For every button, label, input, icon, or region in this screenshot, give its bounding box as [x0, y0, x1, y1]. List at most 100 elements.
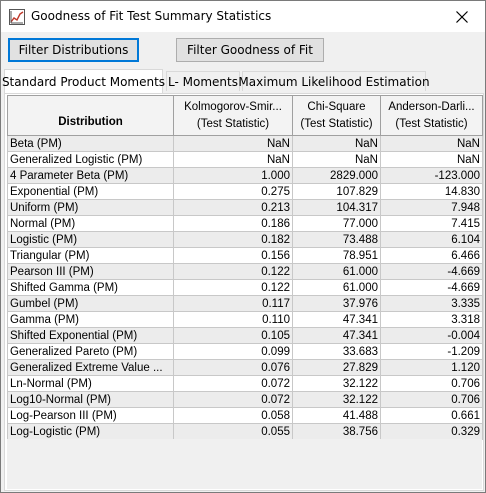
statistic-cell[interactable]: 41.488: [292, 407, 381, 424]
statistic-cell[interactable]: 2829.000: [292, 167, 381, 184]
table-row[interactable]: Gamma (PM) 0.110 47.341 3.318: [7, 311, 483, 328]
statistic-cell[interactable]: 0.058: [173, 407, 293, 424]
statistic-cell[interactable]: 3.335: [380, 295, 483, 312]
statistic-cell[interactable]: 47.341: [292, 311, 381, 328]
distribution-name-cell[interactable]: Log10-Normal (PM): [7, 391, 174, 408]
distribution-name-cell[interactable]: Generalized Pareto (PM): [7, 343, 174, 360]
distribution-name-cell[interactable]: Pearson III (PM): [7, 263, 174, 280]
statistic-cell[interactable]: 14.830: [380, 183, 483, 200]
statistic-cell[interactable]: 0.076: [173, 359, 293, 376]
table-row[interactable]: Generalized Logistic (PM) NaN NaN NaN: [7, 151, 483, 168]
tab-l-moments[interactable]: L- Moments: [166, 71, 240, 91]
distribution-name-cell[interactable]: Gumbel (PM): [7, 295, 174, 312]
statistic-cell[interactable]: 0.055: [173, 423, 293, 440]
table-row[interactable]: Generalized Extreme Value ... 0.076 27.829…: [7, 359, 483, 376]
statistic-cell[interactable]: -1.209: [380, 343, 483, 360]
column-header-anderson-darling[interactable]: Anderson-Darli... (Test Statistic): [380, 95, 483, 136]
table-row[interactable]: Uniform (PM) 0.213 104.317 7.948: [7, 199, 483, 216]
table-row[interactable]: Log-Logistic (PM) 0.055 38.756 0.329: [7, 423, 483, 440]
distribution-name-cell[interactable]: Gamma (PM): [7, 311, 174, 328]
statistic-cell[interactable]: 6.466: [380, 247, 483, 264]
statistic-cell[interactable]: -123.000: [380, 167, 483, 184]
distribution-name-cell[interactable]: Generalized Extreme Value ...: [7, 359, 174, 376]
column-header-distribution[interactable]: Distribution: [7, 95, 174, 136]
distribution-name-cell[interactable]: 4 Parameter Beta (PM): [7, 167, 174, 184]
distribution-name-cell[interactable]: Log-Logistic (PM): [7, 423, 174, 440]
distribution-name-cell[interactable]: Log-Pearson III (PM): [7, 407, 174, 424]
statistic-cell[interactable]: 0.661: [380, 407, 483, 424]
statistic-cell[interactable]: 32.122: [292, 375, 381, 392]
table-row[interactable]: Ln-Normal (PM) 0.072 32.122 0.706: [7, 375, 483, 392]
statistic-cell[interactable]: 78.951: [292, 247, 381, 264]
table-row[interactable]: Exponential (PM) 0.275 107.829 14.830: [7, 183, 483, 200]
close-button[interactable]: [439, 1, 485, 32]
table-row[interactable]: Shifted Gamma (PM) 0.122 61.000 -4.669: [7, 279, 483, 296]
statistic-cell[interactable]: NaN: [380, 135, 483, 152]
statistic-cell[interactable]: 0.156: [173, 247, 293, 264]
statistic-cell[interactable]: 33.683: [292, 343, 381, 360]
tab-standard-product-moments[interactable]: Standard Product Moments: [2, 69, 165, 93]
statistic-cell[interactable]: 7.948: [380, 199, 483, 216]
statistic-cell[interactable]: 0.105: [173, 327, 293, 344]
statistic-cell[interactable]: -0.004: [380, 327, 483, 344]
statistic-cell[interactable]: 77.000: [292, 215, 381, 232]
statistic-cell[interactable]: 1.120: [380, 359, 483, 376]
statistic-cell[interactable]: 0.186: [173, 215, 293, 232]
tab-maximum-likelihood-estimation[interactable]: Maximum Likelihood Estimation: [238, 71, 430, 91]
statistic-cell[interactable]: 61.000: [292, 279, 381, 296]
table-row[interactable]: Pearson III (PM) 0.122 61.000 -4.669: [7, 263, 483, 280]
statistic-cell[interactable]: 61.000: [292, 263, 381, 280]
statistic-cell[interactable]: 7.415: [380, 215, 483, 232]
filter-distributions-button[interactable]: Filter Distributions: [8, 38, 139, 62]
statistic-cell[interactable]: 0.122: [173, 279, 293, 296]
distribution-name-cell[interactable]: Exponential (PM): [7, 183, 174, 200]
table-row[interactable]: Gumbel (PM) 0.117 37.976 3.335: [7, 295, 483, 312]
statistic-cell[interactable]: 107.829: [292, 183, 381, 200]
statistic-cell[interactable]: 0.099: [173, 343, 293, 360]
statistic-cell[interactable]: NaN: [292, 151, 381, 168]
statistic-cell[interactable]: 47.341: [292, 327, 381, 344]
statistic-cell[interactable]: NaN: [173, 151, 293, 168]
statistic-cell[interactable]: 6.104: [380, 231, 483, 248]
statistic-cell[interactable]: 104.317: [292, 199, 381, 216]
column-header-kolmogorov-smirnov[interactable]: Kolmogorov-Smir... (Test Statistic): [173, 95, 293, 136]
distribution-name-cell[interactable]: Uniform (PM): [7, 199, 174, 216]
table-row[interactable]: Log-Pearson III (PM) 0.058 41.488 0.661: [7, 407, 483, 424]
distribution-name-cell[interactable]: Ln-Normal (PM): [7, 375, 174, 392]
table-row[interactable]: Triangular (PM) 0.156 78.951 6.466: [7, 247, 483, 264]
statistic-cell[interactable]: 0.122: [173, 263, 293, 280]
column-header-chi-square[interactable]: Chi-Square (Test Statistic): [292, 95, 381, 136]
statistic-cell[interactable]: 0.275: [173, 183, 293, 200]
table-row[interactable]: Shifted Exponential (PM) 0.105 47.341 -0.00…: [7, 327, 483, 344]
statistic-cell[interactable]: 0.329: [380, 423, 483, 440]
distribution-name-cell[interactable]: Generalized Logistic (PM): [7, 151, 174, 168]
distribution-name-cell[interactable]: Beta (PM): [7, 135, 174, 152]
statistic-cell[interactable]: 27.829: [292, 359, 381, 376]
statistic-cell[interactable]: 3.318: [380, 311, 483, 328]
filter-goodness-of-fit-button[interactable]: Filter Goodness of Fit: [176, 38, 324, 62]
table-row[interactable]: Beta (PM) NaN NaN NaN: [7, 135, 483, 152]
statistic-cell[interactable]: 73.488: [292, 231, 381, 248]
table-row[interactable]: Log10-Normal (PM) 0.072 32.122 0.706: [7, 391, 483, 408]
distribution-name-cell[interactable]: Shifted Gamma (PM): [7, 279, 174, 296]
statistic-cell[interactable]: 32.122: [292, 391, 381, 408]
statistic-cell[interactable]: 0.706: [380, 375, 483, 392]
statistic-cell[interactable]: 0.072: [173, 375, 293, 392]
statistic-cell[interactable]: 38.756: [292, 423, 381, 440]
table-row[interactable]: 4 Parameter Beta (PM) 1.000 2829.000 -123.0…: [7, 167, 483, 184]
statistic-cell[interactable]: NaN: [173, 135, 293, 152]
statistic-cell[interactable]: 0.117: [173, 295, 293, 312]
statistic-cell[interactable]: 0.706: [380, 391, 483, 408]
distribution-name-cell[interactable]: Normal (PM): [7, 215, 174, 232]
table-row[interactable]: Generalized Pareto (PM) 0.099 33.683 -1.209: [7, 343, 483, 360]
statistic-cell[interactable]: 0.213: [173, 199, 293, 216]
statistic-cell[interactable]: -4.669: [380, 263, 483, 280]
statistic-cell[interactable]: NaN: [380, 151, 483, 168]
statistic-cell[interactable]: NaN: [292, 135, 381, 152]
table-row[interactable]: Normal (PM) 0.186 77.000 7.415: [7, 215, 483, 232]
statistic-cell[interactable]: 0.072: [173, 391, 293, 408]
statistic-cell[interactable]: -4.669: [380, 279, 483, 296]
statistic-cell[interactable]: 1.000: [173, 167, 293, 184]
statistic-cell[interactable]: 0.182: [173, 231, 293, 248]
distribution-name-cell[interactable]: Logistic (PM): [7, 231, 174, 248]
